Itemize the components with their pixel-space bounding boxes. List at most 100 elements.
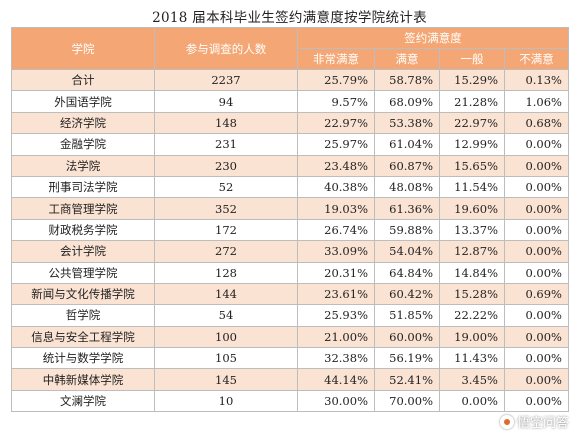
table-row: 金融学院 231 25.97% 61.04% 12.99% 0.00%: [11, 133, 569, 156]
very-satisfied-cell: 25.97%: [297, 133, 375, 156]
unsatisfied-cell: 0.00%: [504, 261, 569, 284]
neutral-cell: 3.45%: [439, 368, 505, 391]
header-count: 参与调查的人数: [154, 27, 298, 70]
count-cell: 54: [154, 304, 298, 327]
table-row: 中韩新媒体学院 145 44.14% 52.41% 3.45% 0.00%: [11, 368, 569, 391]
header-neutral: 一般: [439, 48, 505, 70]
very-satisfied-cell: 9.57%: [297, 90, 375, 113]
unsatisfied-cell: 1.06%: [504, 90, 569, 113]
satisfied-cell: 60.00%: [374, 325, 440, 349]
count-cell: 100: [154, 325, 298, 349]
count-cell: 148: [154, 111, 298, 135]
satisfied-cell: 53.38%: [374, 111, 440, 135]
header-row-sub: 非常满意 满意 一般 不满意: [12, 48, 569, 70]
unsatisfied-cell: 0.00%: [504, 218, 569, 242]
very-satisfied-cell: 32.38%: [297, 347, 375, 370]
unsatisfied-cell: 0.00%: [504, 240, 569, 263]
college-cell: 哲学院: [11, 304, 155, 327]
college-cell: 信息与安全工程学院: [11, 325, 155, 349]
very-satisfied-cell: 26.74%: [297, 218, 375, 242]
neutral-cell: 11.43%: [439, 347, 505, 370]
unsatisfied-cell: 0.00%: [504, 347, 569, 370]
count-cell: 272: [154, 240, 298, 263]
college-cell: 法学院: [11, 154, 155, 177]
table-row: 经济学院 148 22.97% 53.38% 22.97% 0.68%: [11, 111, 569, 135]
college-cell: 外国语学院: [11, 90, 155, 113]
unsatisfied-cell: 0.00%: [504, 368, 569, 391]
college-cell: 工商管理学院: [11, 197, 155, 220]
table-title: 2018 届本科毕业生签约满意度按学院统计表: [152, 10, 427, 26]
count-cell: 231: [154, 133, 298, 156]
neutral-cell: 21.28%: [439, 90, 505, 113]
count-cell: 10: [154, 389, 298, 413]
count-cell: 128: [154, 261, 298, 284]
satisfied-cell: 59.88%: [374, 218, 440, 242]
count-cell: 52: [154, 175, 298, 199]
table-row: 刑事司法学院 52 40.38% 48.08% 11.54% 0.00%: [11, 175, 569, 199]
table-row: 文澜学院 10 30.00% 70.00% 0.00% 0.00%: [11, 389, 569, 413]
college-cell: 会计学院: [11, 240, 155, 263]
count-cell: 2237: [154, 68, 298, 92]
header-very-satisfied: 非常满意: [297, 48, 375, 70]
header-row-top: 学院 参与调查的人数 签约满意度: [11, 27, 569, 70]
table-row: 新闻与文化传播学院 144 23.61% 60.42% 15.28% 0.69%: [11, 282, 569, 306]
table-row: 外国语学院 94 9.57% 68.09% 21.28% 1.06%: [11, 90, 569, 113]
very-satisfied-cell: 22.97%: [297, 111, 375, 135]
college-cell: 统计与数学学院: [11, 347, 155, 370]
satisfaction-table: 学院 参与调查的人数 签约满意度 非常满意 满意 一般 不满意 合计 2237 25…: [11, 27, 569, 413]
neutral-cell: 0.00%: [439, 389, 505, 413]
neutral-cell: 15.29%: [439, 68, 505, 92]
very-satisfied-cell: 40.38%: [297, 175, 375, 199]
table-row: 工商管理学院 352 19.03% 61.36% 19.60% 0.00%: [11, 197, 569, 220]
college-cell: 新闻与文化传播学院: [11, 282, 155, 306]
unsatisfied-cell: 0.00%: [504, 154, 569, 177]
very-satisfied-cell: 25.79%: [297, 68, 375, 92]
header-satisfaction-group: 签约满意度: [297, 27, 569, 49]
satisfied-cell: 60.87%: [374, 154, 440, 177]
table-row: 哲学院 54 25.93% 51.85% 22.22% 0.00%: [11, 304, 569, 327]
satisfied-cell: 64.84%: [374, 261, 440, 284]
unsatisfied-cell: 0.00%: [504, 175, 569, 199]
count-cell: 352: [154, 197, 298, 220]
college-cell: 刑事司法学院: [11, 175, 155, 199]
very-satisfied-cell: 25.93%: [297, 304, 375, 327]
college-cell: 财政税务学院: [11, 218, 155, 242]
neutral-cell: 14.84%: [439, 261, 505, 284]
count-cell: 145: [154, 368, 298, 391]
satisfied-cell: 61.36%: [374, 197, 440, 220]
satisfied-cell: 70.00%: [374, 389, 440, 413]
satisfied-cell: 48.08%: [374, 175, 440, 199]
neutral-cell: 19.00%: [439, 325, 505, 349]
watermark-text: 悟空问答: [516, 416, 569, 431]
table-row: 合计 2237 25.79% 58.78% 15.29% 0.13%: [11, 68, 569, 92]
very-satisfied-cell: 33.09%: [297, 240, 375, 263]
watermark: 悟空问答: [499, 412, 569, 431]
college-cell: 中韩新媒体学院: [11, 368, 155, 391]
very-satisfied-cell: 44.14%: [297, 368, 375, 391]
table-row: 信息与安全工程学院 100 21.00% 60.00% 19.00% 0.00%: [11, 325, 569, 349]
neutral-cell: 22.97%: [439, 111, 505, 135]
count-cell: 105: [154, 347, 298, 370]
count-cell: 230: [154, 154, 298, 177]
neutral-cell: 22.22%: [439, 304, 505, 327]
satisfied-cell: 51.85%: [374, 304, 440, 327]
unsatisfied-cell: 0.68%: [504, 111, 569, 135]
very-satisfied-cell: 19.03%: [297, 197, 375, 220]
college-cell: 文澜学院: [11, 389, 155, 413]
header-unsatisfied: 不满意: [504, 48, 569, 70]
unsatisfied-cell: 0.00%: [504, 325, 569, 349]
table-row: 统计与数学学院 105 32.38% 56.19% 11.43% 0.00%: [11, 347, 569, 370]
neutral-cell: 13.37%: [439, 218, 505, 242]
table-row: 公共管理学院 128 20.31% 64.84% 14.84% 0.00%: [11, 261, 569, 284]
very-satisfied-cell: 23.61%: [297, 282, 375, 306]
neutral-cell: 15.28%: [439, 282, 505, 306]
neutral-cell: 12.87%: [439, 240, 505, 263]
neutral-cell: 15.65%: [439, 154, 505, 177]
count-cell: 144: [154, 282, 298, 306]
neutral-cell: 12.99%: [439, 133, 505, 156]
very-satisfied-cell: 21.00%: [297, 325, 375, 349]
header-satisfied: 满意: [374, 48, 440, 70]
unsatisfied-cell: 0.13%: [504, 68, 569, 92]
college-cell: 合计: [11, 68, 155, 92]
satisfied-cell: 61.04%: [374, 133, 440, 156]
